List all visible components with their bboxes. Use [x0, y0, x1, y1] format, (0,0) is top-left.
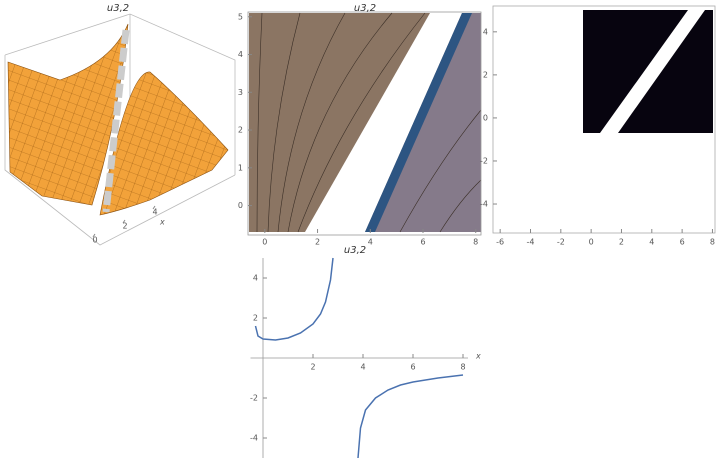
- tick-mark: [152, 205, 156, 210]
- x-tick-label: 0: [92, 236, 97, 245]
- tick-mark: [92, 233, 96, 238]
- x-axis-label: x: [475, 352, 481, 361]
- x-axis-label: x: [159, 218, 165, 227]
- y-tick-label: 4: [483, 27, 488, 36]
- x-tick-label: 4: [152, 208, 157, 217]
- y-tick-label: -4: [250, 434, 258, 443]
- chart-title: u3,2: [344, 245, 366, 256]
- x-tick-label: 2: [310, 363, 315, 372]
- y-tick-label: 3: [238, 88, 243, 97]
- frame: [247, 11, 482, 236]
- region-gap: [600, 10, 705, 133]
- x-tick-label: 8: [460, 363, 465, 372]
- y-tick-label: 4: [253, 274, 258, 283]
- line-series: [254, 257, 464, 459]
- region-plot: [492, 5, 716, 234]
- y-tick-label: 0: [483, 113, 488, 122]
- contour-lines: [256, 12, 482, 233]
- chart-title: u3,2: [354, 3, 376, 14]
- y-tick-label: 2: [253, 314, 258, 323]
- x-tick-label: 8: [473, 238, 478, 247]
- x-tick-label: 2: [122, 222, 127, 231]
- contour-plot: [247, 11, 482, 236]
- frame: [492, 5, 716, 234]
- x-tick-label: 6: [410, 363, 415, 372]
- y-tick-label: -2: [250, 394, 258, 403]
- x-tick-label: 0: [589, 238, 594, 247]
- x-tick-label: 4: [360, 363, 365, 372]
- x-tick-label: 6: [420, 238, 425, 247]
- surface-plot: [4, 13, 236, 246]
- tick-mark: [122, 219, 126, 224]
- chart-title: u3,2: [107, 3, 129, 14]
- x-tick-label: -4: [526, 238, 534, 247]
- y-tick-label: 1: [238, 163, 243, 172]
- x-tick-label: -6: [496, 238, 504, 247]
- y-tick-label: 2: [483, 70, 488, 79]
- surface-gap: [102, 29, 130, 213]
- x-tick-label: 6: [680, 238, 685, 247]
- x-tick-label: 0: [262, 238, 267, 247]
- x-tick-label: 2: [315, 238, 320, 247]
- y-tick-label: -2: [480, 156, 488, 165]
- x-tick-label: 4: [368, 238, 373, 247]
- surface-right: [99, 71, 229, 216]
- y-tick-label: 4: [238, 50, 243, 59]
- x-tick-label: 4: [649, 238, 654, 247]
- x-tick-label: 2: [619, 238, 624, 247]
- y-tick-label: -4: [480, 200, 488, 209]
- y-tick-label: 2: [238, 126, 243, 135]
- x-tick-label: -2: [557, 238, 565, 247]
- y-tick-label: 5: [238, 12, 243, 21]
- y-tick-label: 0: [238, 201, 243, 210]
- contour-band: [365, 13, 472, 232]
- x-tick-label: 8: [710, 238, 715, 247]
